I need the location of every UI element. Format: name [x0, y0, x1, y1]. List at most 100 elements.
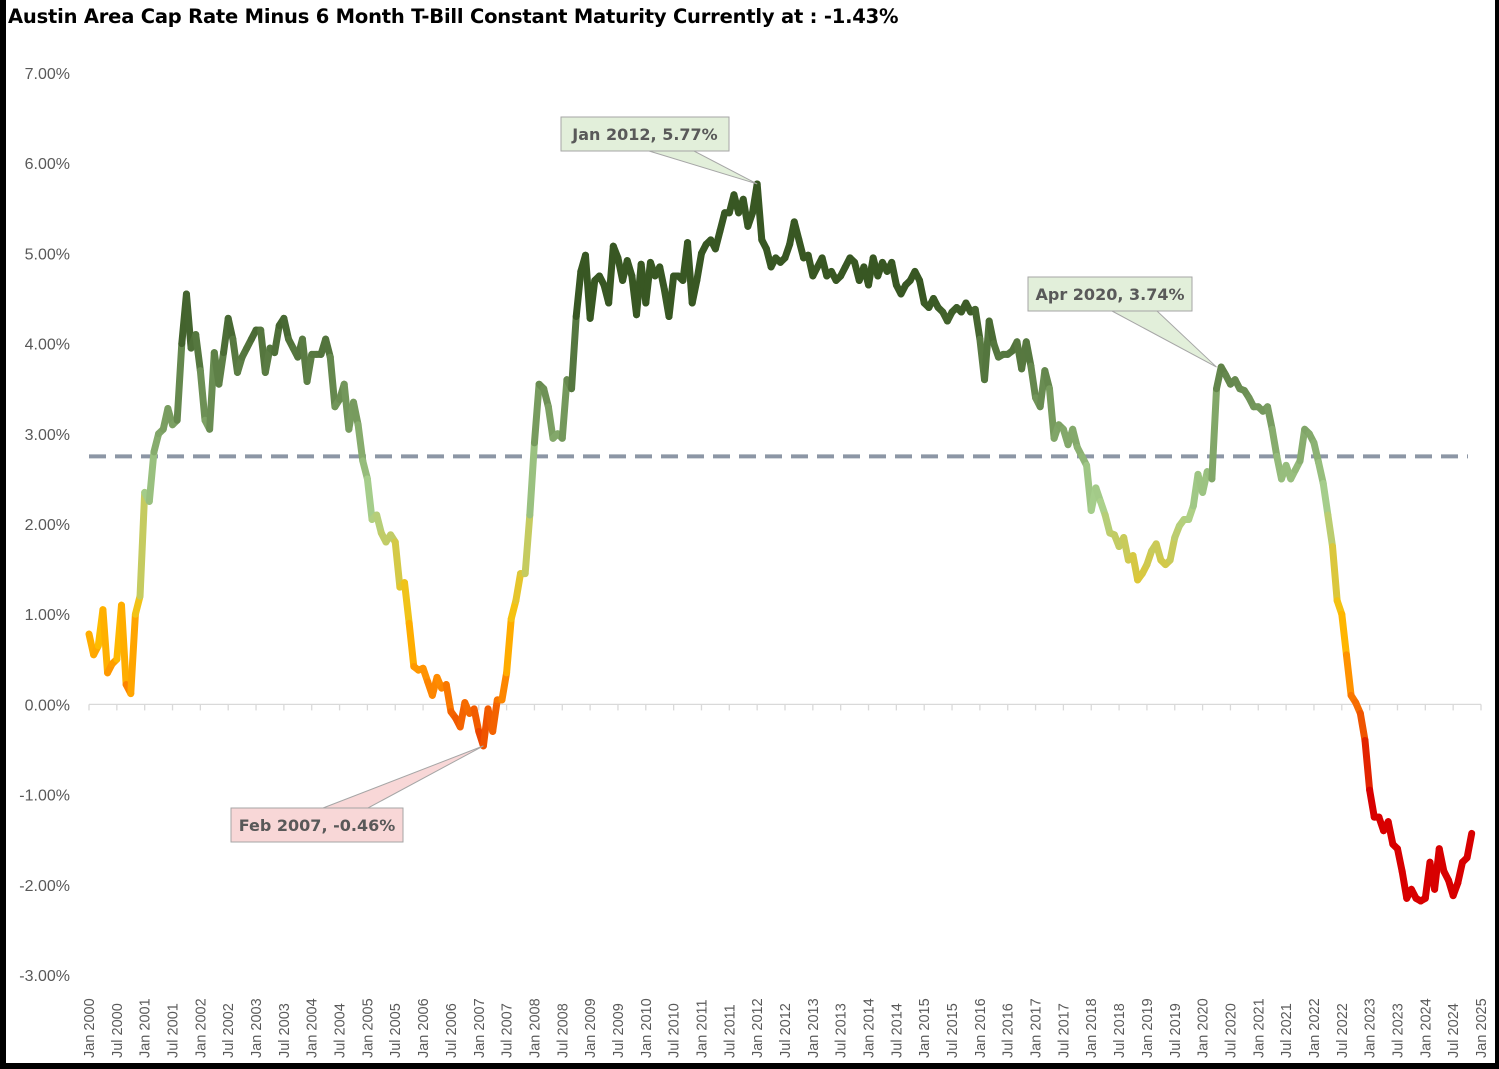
- series-line-segment: [442, 681, 455, 716]
- x-tick-label: Jan 2012: [750, 998, 766, 1058]
- series-line-segment: [1329, 543, 1341, 605]
- y-tick-label: 6.00%: [25, 156, 70, 173]
- x-tick-label: Jul 2004: [333, 1003, 349, 1058]
- callout-group: Jan 2012, 5.77% Feb 2007, -0.46% Apr 2020,…: [230, 116, 1217, 843]
- callout-box: [560, 116, 730, 152]
- x-tick-label: Jan 2019: [1140, 998, 1156, 1058]
- series-line-segment: [1208, 385, 1221, 483]
- chart-title: Austin Area Cap Rate Minus 6 Month T-Bil…: [8, 5, 899, 28]
- x-tick-label: Jan 2003: [249, 998, 265, 1058]
- series-line-segment: [1264, 403, 1276, 433]
- series-line-segment: [363, 475, 376, 523]
- series-line-segment: [224, 314, 237, 343]
- series-line-segment: [401, 579, 413, 627]
- callout-box: [1027, 276, 1193, 312]
- x-tick-label: Jul 2008: [555, 1003, 571, 1058]
- x-tick-label: Jul 2002: [221, 1003, 237, 1058]
- x-tick-label: Jul 2020: [1223, 1003, 1239, 1058]
- x-tick-label: Jul 2018: [1112, 1003, 1128, 1058]
- y-tick-label: -3.00%: [19, 968, 70, 985]
- y-tick-label: 2.00%: [25, 517, 70, 534]
- x-tick-label: Jul 2022: [1335, 1003, 1351, 1058]
- series-line-segment: [182, 290, 195, 352]
- series-line-segment: [526, 439, 538, 519]
- x-tick-label: Jan 2016: [973, 998, 989, 1058]
- x-tick-label: Jul 2010: [667, 1003, 683, 1058]
- series-line-segment: [521, 511, 534, 578]
- x-tick-label: Jul 2023: [1390, 1003, 1406, 1058]
- x-tick-label: Jan 2000: [82, 998, 98, 1058]
- chart-frame: Austin Area Cap Rate Minus 6 Month T-Bil…: [6, 0, 1495, 1063]
- x-tick-label: Jan 2013: [806, 998, 822, 1058]
- callout: Feb 2007, -0.46%: [230, 745, 484, 843]
- x-tick-label: Jan 2021: [1251, 998, 1267, 1058]
- line-chart: 7.00% 6.00% 5.00% 4.00% 3.00% 2.00% 1.00% 0.00%…: [19, 66, 1490, 1058]
- series-line-segment: [1463, 829, 1476, 862]
- callout-pointer: [1111, 310, 1217, 368]
- series-line-segment: [605, 242, 617, 307]
- series-line-segment: [127, 610, 139, 698]
- x-tick-label: Jan 2008: [527, 998, 543, 1058]
- y-tick-label: 5.00%: [25, 246, 70, 263]
- series-line-segment: [1366, 786, 1378, 821]
- series-line-segment: [1296, 425, 1309, 465]
- series-line-segment: [688, 276, 701, 307]
- x-tick-label: Jul 2001: [166, 1003, 182, 1058]
- x-tick-label: Jul 2024: [1446, 1003, 1462, 1058]
- series-line-segment: [1268, 425, 1281, 460]
- series-line-segment: [1342, 651, 1355, 699]
- x-tick-label: Jul 2007: [500, 1003, 516, 1058]
- x-tick-label: Jul 2013: [834, 1003, 850, 1058]
- callout-label: Apr 2020, 3.74%: [1036, 285, 1185, 304]
- x-axis-tick-labels: Jan 2000 Jul 2000 Jan 2001 Jul 2001 Jan 2002…: [82, 998, 1490, 1058]
- series-line-segment: [326, 353, 339, 411]
- series-line-segment: [568, 313, 580, 393]
- x-tick-label: Jan 2014: [862, 998, 878, 1058]
- series-line-segment: [916, 276, 928, 307]
- series-line-segment: [136, 488, 149, 600]
- x-tick-label: Jan 2024: [1418, 998, 1434, 1058]
- x-tick-label: Jul 2011: [722, 1004, 738, 1058]
- callout: Apr 2020, 3.74%: [1027, 276, 1217, 368]
- series-line-segment: [349, 398, 362, 429]
- series-line-segment: [1315, 459, 1327, 487]
- series-line-segment: [192, 331, 204, 375]
- series-line-group: [85, 180, 1476, 905]
- x-tick-label: Jul 2005: [388, 1003, 404, 1058]
- series-line-segment: [303, 350, 316, 385]
- callout-pointer: [322, 745, 484, 809]
- series-line-segment: [512, 570, 525, 605]
- x-tick-label: Jan 2002: [193, 998, 209, 1058]
- series-line-segment: [405, 619, 418, 671]
- series-line-segment: [280, 314, 293, 343]
- series-line-segment: [1022, 338, 1035, 370]
- series-line-segment: [145, 448, 158, 505]
- x-tick-label: Jan 2007: [472, 998, 488, 1058]
- callout-box: [230, 807, 404, 843]
- series-line-segment: [1361, 736, 1374, 794]
- series-line-segment: [985, 317, 998, 348]
- x-axis: [88, 703, 1482, 711]
- x-tick-label: Jan 2018: [1084, 998, 1100, 1058]
- x-tick-label: Jan 2006: [416, 998, 432, 1058]
- series-line-segment: [99, 606, 112, 677]
- series-line-segment: [1027, 362, 1040, 402]
- series-line-segment: [888, 258, 900, 289]
- callout-label: Jan 2012, 5.77%: [571, 125, 717, 144]
- x-tick-label: Jul 2021: [1279, 1003, 1295, 1058]
- series-line-segment: [1393, 845, 1406, 875]
- x-tick-label: Jan 2009: [583, 998, 599, 1058]
- y-axis-tick-labels: 7.00% 6.00% 5.00% 4.00% 3.00% 2.00% 1.00% 0.00%…: [19, 66, 70, 985]
- series-line-segment: [173, 340, 186, 424]
- x-tick-label: Jan 2023: [1363, 998, 1379, 1058]
- series-line-segment: [558, 376, 571, 442]
- x-tick-label: Jan 2015: [917, 998, 933, 1058]
- series-line-segment: [117, 601, 130, 689]
- series-line-segment: [971, 305, 984, 343]
- callout: Jan 2012, 5.77%: [560, 116, 758, 185]
- x-tick-label: Jan 2005: [360, 998, 376, 1058]
- x-tick-label: Jul 2003: [277, 1003, 293, 1058]
- x-tick-label: Jan 2020: [1196, 998, 1212, 1058]
- x-tick-label: Jan 2011: [694, 999, 710, 1058]
- series-line-segment: [693, 249, 705, 284]
